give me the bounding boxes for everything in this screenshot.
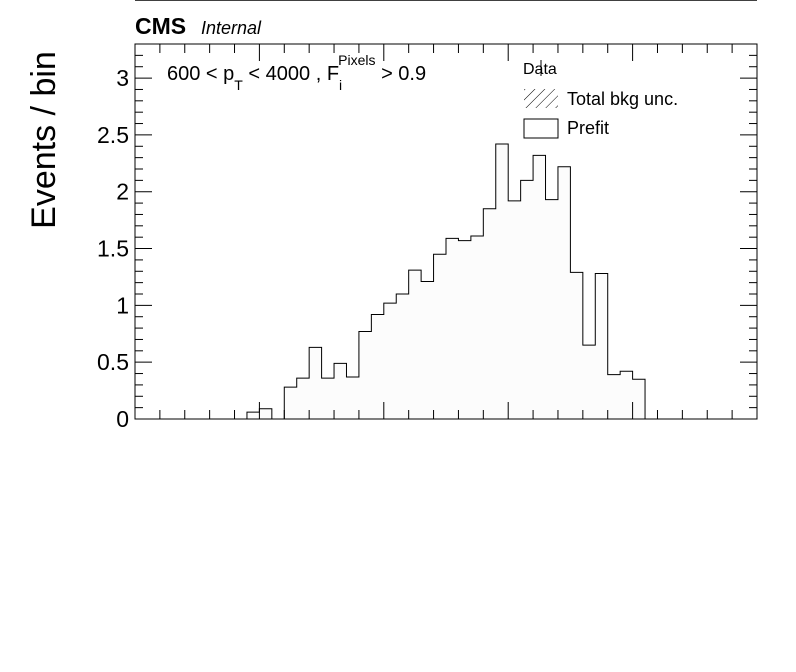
legend-prefit-label: Prefit xyxy=(567,118,609,138)
cms-label: CMS xyxy=(135,13,186,39)
histogram-bin xyxy=(371,314,384,419)
histogram-bin xyxy=(259,408,272,419)
y-tick-label: 1.5 xyxy=(97,236,129,262)
histogram-bin xyxy=(632,379,646,419)
histogram-bin xyxy=(358,331,372,419)
histogram-bin xyxy=(533,155,546,420)
histogram-bin xyxy=(545,199,558,419)
y-tick-label: 3 xyxy=(116,65,129,91)
histogram-bin xyxy=(309,347,322,419)
legend: Data Total bkg unc. Prefit xyxy=(523,60,678,139)
legend-data-label: Data xyxy=(523,61,557,78)
histogram-bin xyxy=(421,281,434,419)
histogram-bin xyxy=(246,412,260,419)
f-superscript: Pixels xyxy=(338,52,375,68)
histogram-bin xyxy=(284,387,297,419)
y-tick-label: 2.5 xyxy=(97,122,129,148)
y-tick-label: 0.5 xyxy=(97,349,129,375)
histogram-bin xyxy=(620,371,633,419)
histogram-bin xyxy=(433,254,446,419)
y-tick-label: 0 xyxy=(116,406,129,432)
histogram-bin xyxy=(346,376,359,419)
histogram-bin xyxy=(470,236,484,419)
histogram-bin xyxy=(446,238,459,419)
y-axis-title: Events / bin xyxy=(25,51,63,229)
histogram-bin xyxy=(296,378,310,419)
histogram-bin xyxy=(508,200,521,419)
histogram-bin xyxy=(408,270,422,419)
histogram-bin xyxy=(582,345,596,419)
histogram-bin xyxy=(383,303,397,419)
f-subscript: i xyxy=(339,77,342,93)
y-tick-label: 1 xyxy=(116,292,129,318)
legend-total-bkg-label: Total bkg unc. xyxy=(567,89,678,109)
histogram-bin xyxy=(334,363,347,419)
y-tick-label: 2 xyxy=(116,179,129,205)
legend-hatch-swatch xyxy=(524,89,558,108)
histogram-bin xyxy=(458,240,471,419)
histogram-bin xyxy=(483,208,496,419)
histogram-bin xyxy=(557,166,571,419)
histogram-layer xyxy=(135,143,757,420)
histogram-bin xyxy=(495,144,509,419)
internal-label: Internal xyxy=(201,18,262,38)
pt-subscript: T xyxy=(234,77,243,93)
histogram-bin xyxy=(607,374,621,419)
histogram-bin xyxy=(520,180,534,419)
histogram-bin xyxy=(321,378,335,419)
prefit-histogram-outline xyxy=(135,143,757,420)
selection-annotation: 600 < pT < 4000 , FiPixels > 0.9 xyxy=(167,52,426,93)
histogram-bin xyxy=(396,294,409,419)
axis-layer: 0 0.5 1 1.5 2 2.5 3 xyxy=(97,43,758,432)
legend-prefit-swatch xyxy=(523,118,559,139)
histogram-bin xyxy=(595,273,608,419)
plot-frame xyxy=(134,43,758,420)
histogram-bin xyxy=(570,272,583,419)
